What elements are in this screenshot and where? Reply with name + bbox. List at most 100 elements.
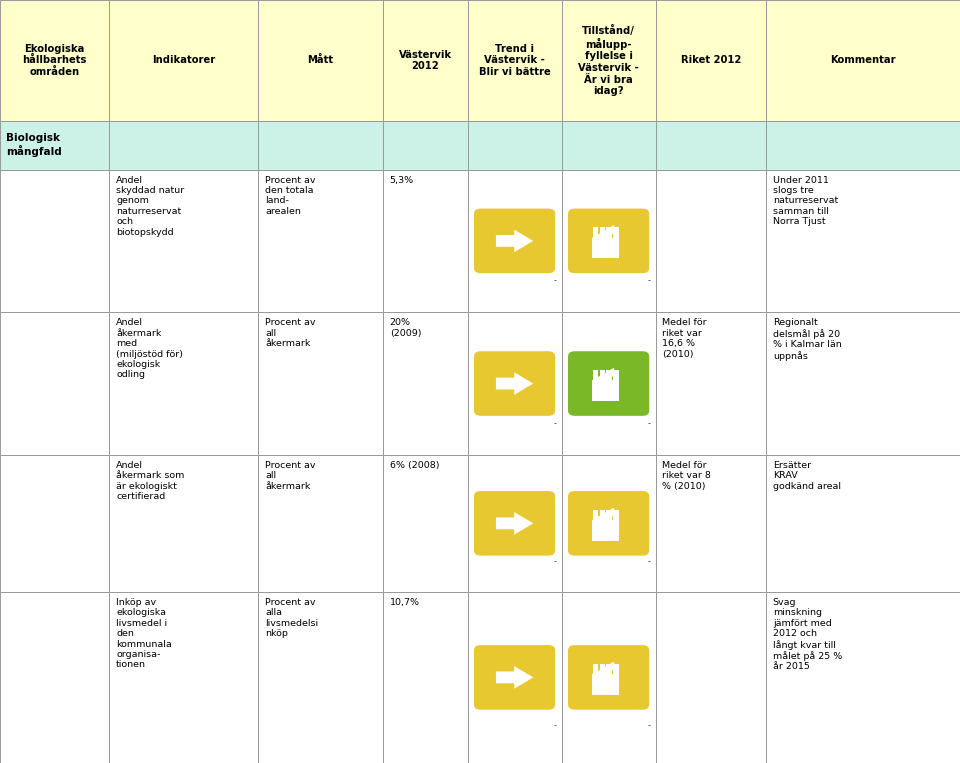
Bar bbox=[383, 592, 468, 763]
Bar bbox=[766, 312, 960, 455]
Bar bbox=[562, 0, 656, 121]
Bar bbox=[591, 520, 619, 540]
Bar bbox=[258, 455, 383, 592]
Bar bbox=[613, 664, 619, 675]
Text: Biologisk
mångfald: Biologisk mångfald bbox=[6, 133, 61, 157]
Polygon shape bbox=[496, 230, 533, 253]
Text: Andel
åkermark som
är ekologiskt
certifierad: Andel åkermark som är ekologiskt certifi… bbox=[116, 461, 184, 501]
Bar bbox=[562, 169, 656, 312]
Bar bbox=[600, 370, 605, 381]
Bar bbox=[607, 510, 612, 521]
FancyBboxPatch shape bbox=[568, 645, 649, 710]
Text: Medel för
riket var
16,6 %
(2010): Medel för riket var 16,6 % (2010) bbox=[662, 318, 707, 359]
Bar bbox=[0, 455, 109, 592]
Bar bbox=[600, 510, 605, 521]
Bar bbox=[383, 455, 468, 592]
Bar bbox=[562, 121, 656, 169]
Text: -: - bbox=[554, 557, 557, 566]
Bar bbox=[656, 0, 766, 121]
Bar bbox=[468, 592, 562, 763]
Text: Svag
minskning
jämfört med
2012 och
långt kvar till
målet på 25 %
år 2015: Svag minskning jämfört med 2012 och lång… bbox=[773, 598, 842, 671]
Bar bbox=[109, 592, 258, 763]
Text: Under 2011
slogs tre
naturreservat
samman till
Norra Tjust: Under 2011 slogs tre naturreservat samma… bbox=[773, 175, 838, 227]
FancyBboxPatch shape bbox=[474, 208, 555, 273]
Bar bbox=[592, 370, 598, 381]
FancyBboxPatch shape bbox=[568, 491, 649, 555]
Text: Trend i
Västervik -
Blir vi bättre: Trend i Västervik - Blir vi bättre bbox=[479, 43, 550, 77]
Text: Procent av
alla
livsmedelsi
nköp: Procent av alla livsmedelsi nköp bbox=[265, 598, 318, 638]
Text: Ekologiska
hållbarhets
områden: Ekologiska hållbarhets områden bbox=[22, 43, 87, 77]
Text: 6% (2008): 6% (2008) bbox=[390, 461, 440, 470]
Bar bbox=[383, 312, 468, 455]
Text: Procent av
den totala
land-
arealen: Procent av den totala land- arealen bbox=[265, 175, 316, 216]
Polygon shape bbox=[592, 662, 616, 679]
Text: Andel
skyddad natur
genom
naturreservat
och
biotopskydd: Andel skyddad natur genom naturreservat … bbox=[116, 175, 184, 237]
Text: Procent av
all
åkermark: Procent av all åkermark bbox=[265, 461, 316, 491]
Bar bbox=[607, 227, 612, 238]
Bar bbox=[109, 312, 258, 455]
Text: Kommentar: Kommentar bbox=[830, 56, 896, 66]
Text: Procent av
all
åkermark: Procent av all åkermark bbox=[265, 318, 316, 348]
Bar bbox=[383, 169, 468, 312]
Bar bbox=[591, 237, 619, 258]
Bar bbox=[600, 664, 605, 675]
Bar bbox=[656, 312, 766, 455]
Bar bbox=[591, 674, 619, 694]
Bar bbox=[656, 169, 766, 312]
Bar bbox=[766, 0, 960, 121]
Bar bbox=[607, 664, 612, 675]
Text: -: - bbox=[554, 721, 557, 730]
FancyBboxPatch shape bbox=[474, 645, 555, 710]
Bar bbox=[766, 121, 960, 169]
Text: 20%
(2009): 20% (2009) bbox=[390, 318, 421, 338]
Bar bbox=[562, 455, 656, 592]
Polygon shape bbox=[592, 507, 616, 525]
Bar bbox=[656, 121, 766, 169]
FancyBboxPatch shape bbox=[568, 208, 649, 273]
Text: -: - bbox=[554, 276, 557, 285]
Bar bbox=[258, 121, 383, 169]
FancyBboxPatch shape bbox=[568, 351, 649, 416]
Bar bbox=[0, 169, 109, 312]
Bar bbox=[468, 169, 562, 312]
Text: -: - bbox=[648, 721, 651, 730]
Bar bbox=[0, 121, 109, 169]
Bar bbox=[613, 510, 619, 521]
Bar bbox=[468, 312, 562, 455]
Bar bbox=[258, 592, 383, 763]
Text: Medel för
riket var 8
% (2010): Medel för riket var 8 % (2010) bbox=[662, 461, 711, 491]
Text: Västervik
2012: Västervik 2012 bbox=[398, 50, 452, 71]
Bar bbox=[592, 227, 598, 238]
Bar bbox=[607, 370, 612, 381]
Bar bbox=[0, 312, 109, 455]
Text: Mått: Mått bbox=[307, 55, 334, 66]
Bar bbox=[383, 121, 468, 169]
Bar bbox=[0, 0, 109, 121]
Bar bbox=[766, 592, 960, 763]
Polygon shape bbox=[496, 372, 533, 394]
Bar bbox=[468, 0, 562, 121]
Bar bbox=[613, 370, 619, 381]
Bar bbox=[109, 169, 258, 312]
Bar bbox=[592, 664, 598, 675]
FancyBboxPatch shape bbox=[474, 491, 555, 555]
Bar bbox=[562, 312, 656, 455]
Text: Indikatorer: Indikatorer bbox=[153, 56, 215, 66]
Text: -: - bbox=[554, 419, 557, 428]
Text: Tillstånd/
målupp-
fyllelse i
Västervik -
Är vi bra
idag?: Tillstånd/ målupp- fyllelse i Västervik … bbox=[578, 24, 639, 96]
Bar bbox=[0, 592, 109, 763]
Polygon shape bbox=[496, 666, 533, 689]
Text: Riket 2012: Riket 2012 bbox=[681, 56, 741, 66]
Text: Inköp av
ekologiska
livsmedel i
den
kommunala
organisa-
tionen: Inköp av ekologiska livsmedel i den komm… bbox=[116, 598, 172, 669]
Bar bbox=[766, 455, 960, 592]
Bar bbox=[592, 510, 598, 521]
FancyBboxPatch shape bbox=[474, 351, 555, 416]
Bar bbox=[468, 455, 562, 592]
Bar bbox=[258, 312, 383, 455]
Bar bbox=[656, 592, 766, 763]
Polygon shape bbox=[592, 225, 616, 243]
Text: -: - bbox=[648, 276, 651, 285]
Text: Ersätter
KRAV
godkänd areal: Ersätter KRAV godkänd areal bbox=[773, 461, 841, 491]
Bar bbox=[258, 0, 383, 121]
Bar bbox=[258, 169, 383, 312]
